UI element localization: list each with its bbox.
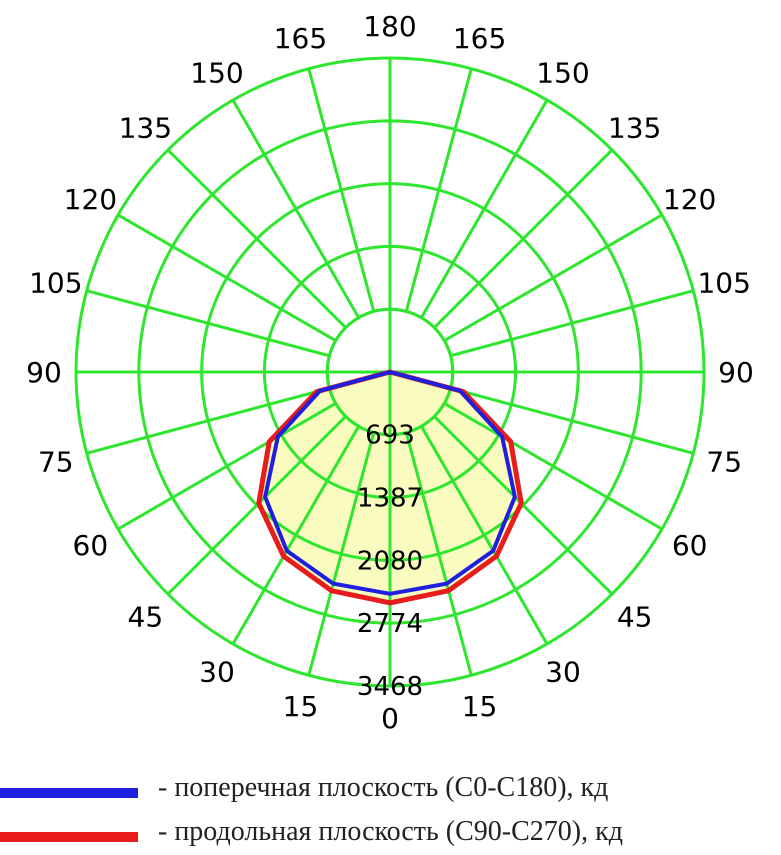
grid-radial-165-left — [307, 68, 376, 312]
legend-label-longitudinal: - продольная плоскость (C90-C270), кд — [158, 816, 623, 847]
angle-label-right-105: 105 — [697, 266, 750, 299]
curves-layer — [256, 369, 524, 606]
angle-label-right-75: 75 — [706, 446, 742, 479]
legend-swatch-transverse — [0, 788, 138, 798]
grid-radial-15-left — [307, 432, 376, 676]
legend-label-transverse: - поперечная плоскость (C0-C180), кд — [158, 772, 609, 803]
grid-radial-135-right — [433, 148, 614, 329]
grid-radial-75-left — [86, 386, 330, 455]
grid-radial-105-left — [86, 289, 330, 358]
curve-transverse — [263, 370, 517, 596]
grid-radial-165-right — [404, 68, 473, 312]
angle-label-left-165: 165 — [274, 22, 327, 55]
ring-label-1387: 1387 — [357, 484, 423, 514]
grid-radial-60-right — [443, 402, 663, 531]
polar-grid — [74, 56, 706, 688]
angle-label-top: 180 — [363, 10, 416, 43]
angle-label-left-15: 15 — [283, 690, 319, 723]
grid-radial-60-left — [117, 402, 337, 531]
angle-label-left-75: 75 — [38, 446, 74, 479]
angle-label-right-45: 45 — [617, 601, 653, 634]
angle-label-right-120: 120 — [663, 183, 716, 216]
angle-label-left-90: 90 — [26, 356, 62, 389]
ring-label-2774: 2774 — [357, 609, 423, 639]
labels-layer: 693 1387 2080 2774 3468 180 0 165 150 135 120 105 90… — [26, 10, 754, 735]
grid-radial-45-right — [433, 415, 614, 596]
grid-radial-45-left — [166, 415, 347, 596]
polar-chart: 693 1387 2080 2774 3468 180 0 165 150 135 120 105 90… — [26, 10, 754, 735]
grid-radial-30-left — [231, 425, 360, 645]
grid-radial-150-left — [231, 99, 360, 319]
ring-label-3468: 3468 — [357, 672, 423, 702]
angle-label-left-105: 105 — [29, 266, 82, 299]
angle-label-left-135: 135 — [119, 111, 172, 144]
grid-radial-120-left — [117, 213, 337, 342]
angle-label-left-30: 30 — [199, 656, 235, 689]
grid-radial-150-right — [420, 99, 549, 319]
grid-radial-120-right — [443, 213, 663, 342]
angle-label-right-150: 150 — [536, 56, 589, 89]
legend-swatch-longitudinal — [0, 832, 138, 842]
legend-item-transverse: - поперечная плоскость (C0-C180), кд — [0, 770, 781, 810]
angle-label-right-90: 90 — [718, 356, 754, 389]
angle-label-right-135: 135 — [608, 111, 661, 144]
grid-radial-75-right — [450, 386, 694, 455]
ring-label-693: 693 — [365, 421, 415, 451]
angle-label-right-30: 30 — [545, 656, 581, 689]
angle-label-left-60: 60 — [73, 529, 109, 562]
grid-radial-15-right — [404, 432, 473, 676]
legend-item-longitudinal: - продольная плоскость (C90-C270), кд — [0, 814, 781, 854]
angle-label-right-15: 15 — [462, 690, 498, 723]
grid-radial-30-right — [420, 425, 549, 645]
grid-radial-105-right — [450, 289, 694, 358]
ring-label-2080: 2080 — [357, 546, 423, 576]
angle-label-right-60: 60 — [672, 529, 708, 562]
angle-label-left-120: 120 — [64, 183, 117, 216]
angle-label-bottom: 0 — [381, 702, 399, 735]
angle-label-left-150: 150 — [190, 56, 243, 89]
angle-label-right-165: 165 — [453, 22, 506, 55]
angle-label-left-45: 45 — [128, 601, 164, 634]
grid-radial-135-left — [166, 148, 347, 329]
